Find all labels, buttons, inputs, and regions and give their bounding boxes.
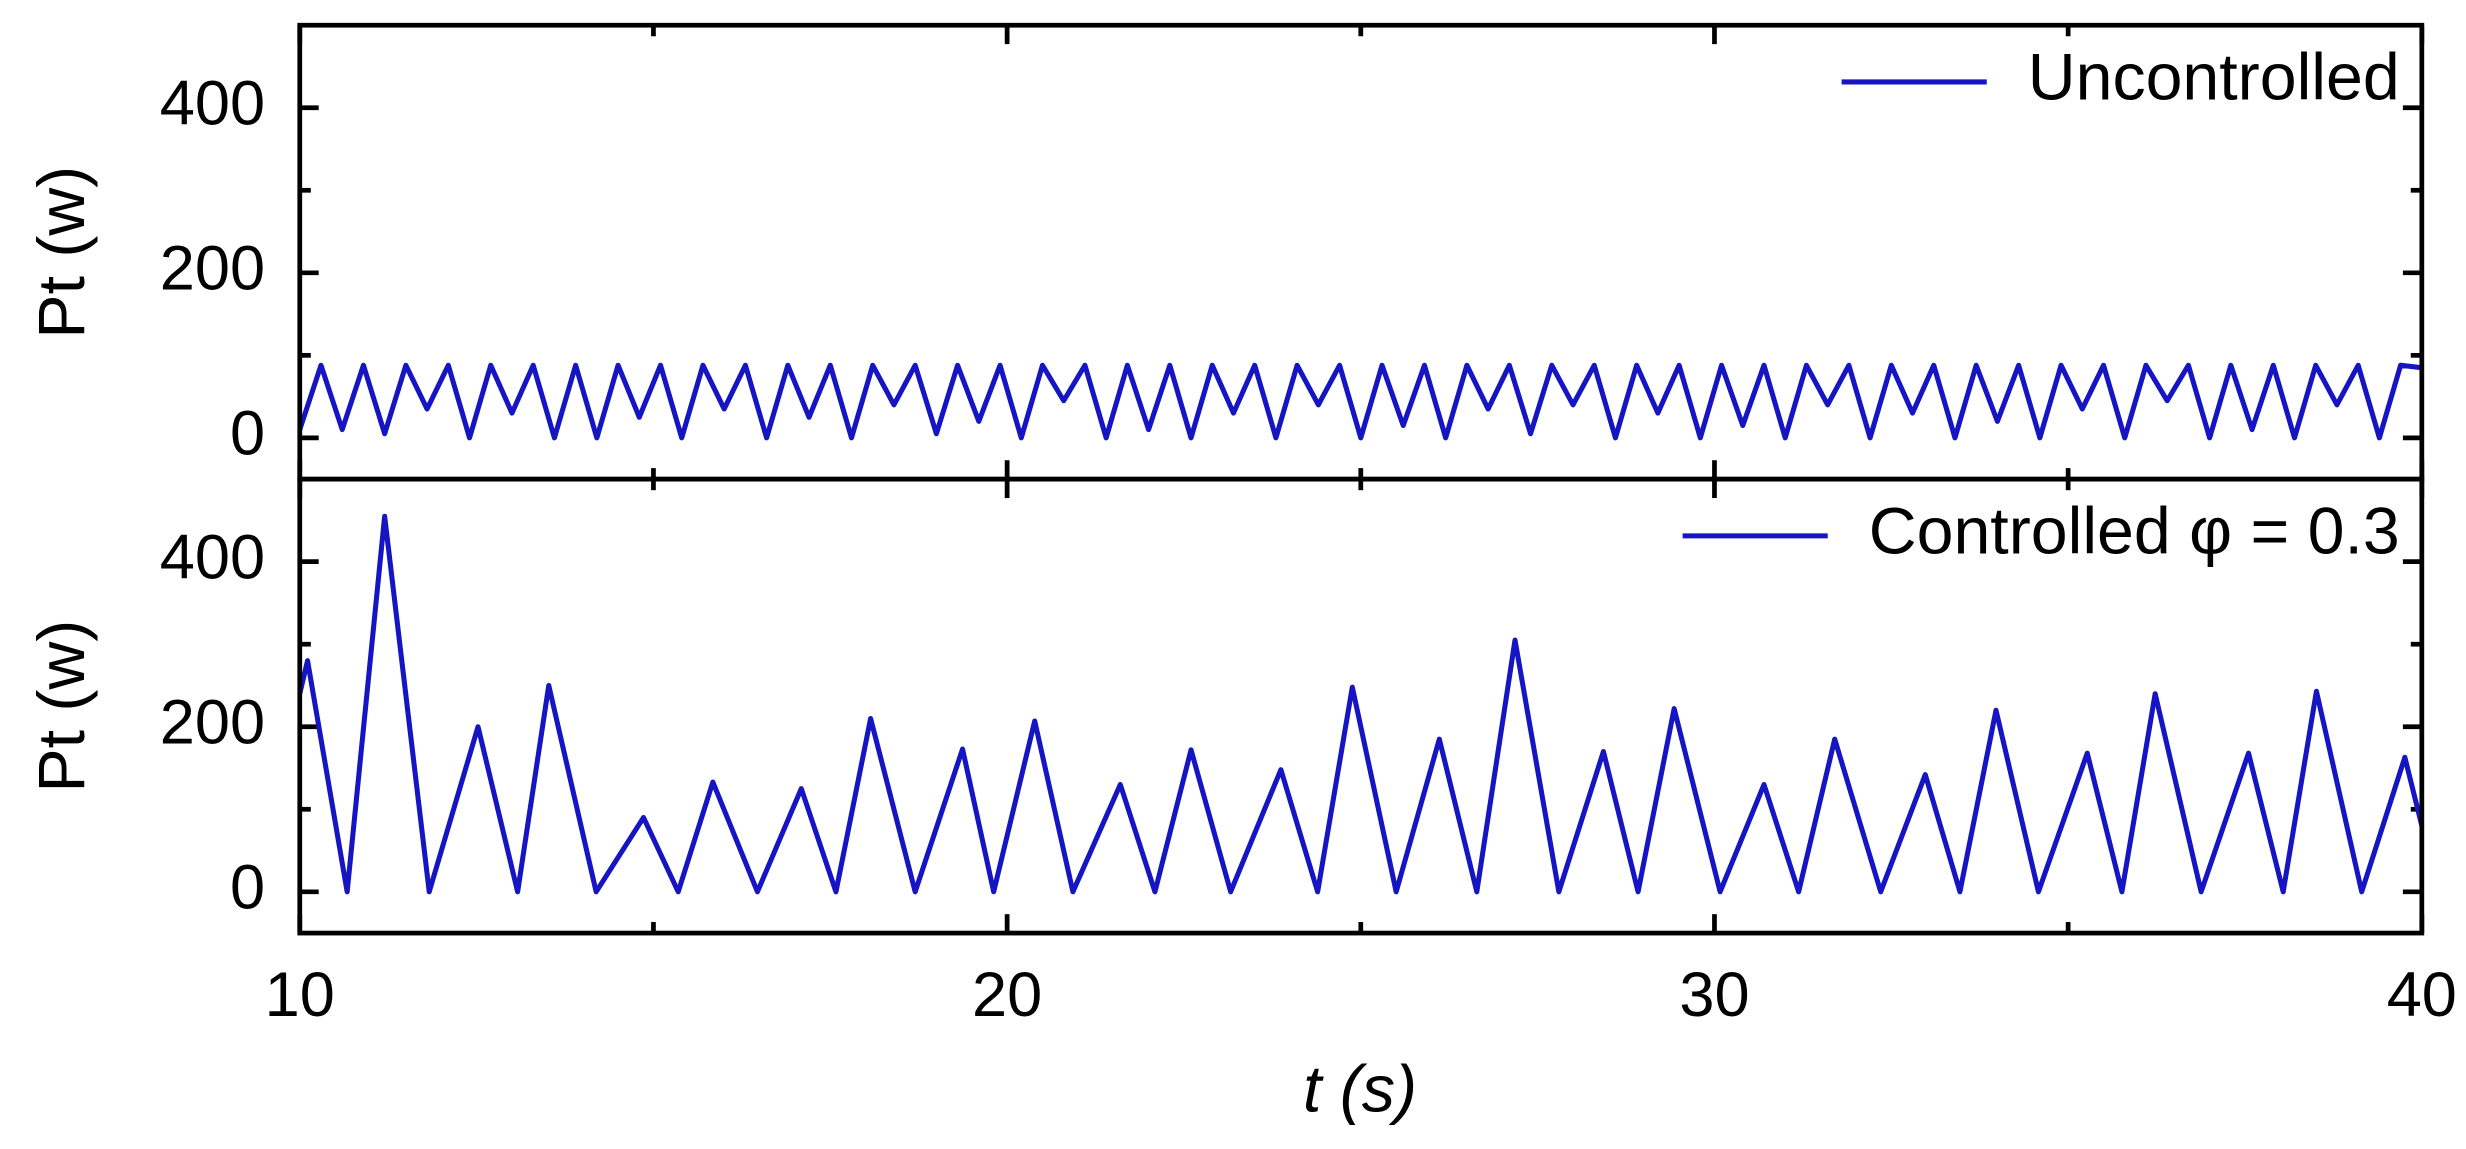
y-axis-label: Pt (w): [25, 166, 99, 339]
x-tick-label: 40: [2387, 960, 2457, 1030]
y-tick-label: 400: [160, 522, 265, 592]
legend-label: Uncontrolled: [2028, 40, 2400, 114]
x-tick-label: 20: [972, 960, 1042, 1030]
y-tick-label: 0: [230, 399, 265, 469]
data-line: [297, 362, 2423, 441]
y-tick-label: 200: [160, 233, 265, 303]
legend-label: Controlled φ = 0.3: [1869, 494, 2400, 568]
y-axis-label: Pt (w): [25, 620, 99, 793]
y-tick-label: 400: [160, 68, 265, 138]
y-tick-label: 0: [230, 852, 265, 922]
x-axis-label: t (s): [1303, 1052, 1417, 1126]
data-line: [297, 513, 2425, 895]
x-tick-label: 10: [265, 960, 335, 1030]
plot-frame: [297, 476, 2425, 936]
x-tick-label: 30: [1679, 960, 1749, 1030]
y-tick-label: 200: [160, 687, 265, 757]
